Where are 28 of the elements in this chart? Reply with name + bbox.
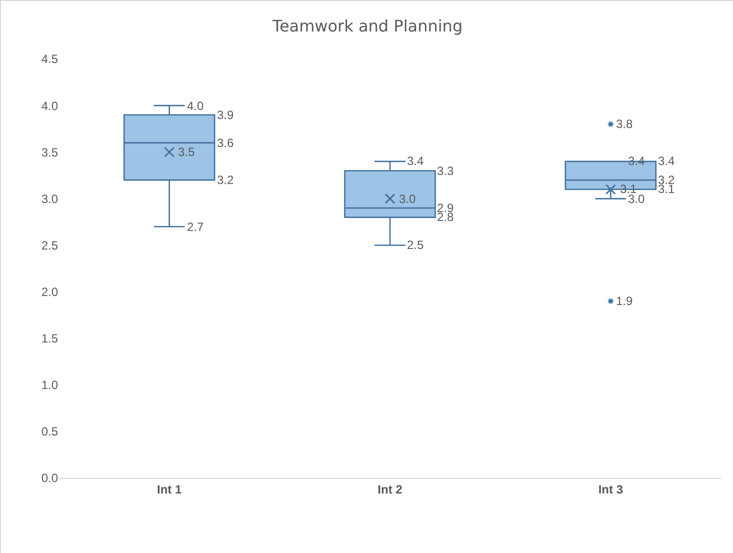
y-tick-label: 2.0 — [41, 284, 58, 299]
annotation: 2.5 — [407, 238, 424, 252]
annotation: 3.8 — [616, 117, 634, 131]
annotation: 3.6 — [217, 136, 234, 150]
y-tick-label: 4.0 — [41, 98, 58, 113]
y-tick-label: 4.5 — [41, 52, 58, 66]
annotation: 3.5 — [178, 145, 196, 159]
annotation: 1.9 — [616, 294, 634, 308]
y-tick-label: 0.0 — [41, 471, 58, 486]
y-tick-label: 1.5 — [41, 332, 58, 346]
x-tick-label: Int 3 — [598, 482, 624, 496]
y-tick-label: 0.5 — [41, 424, 58, 439]
annotation: 3.9 — [217, 108, 234, 122]
y-tick-label: 1.0 — [41, 378, 58, 392]
annotation: 3.4 — [407, 154, 424, 168]
annotation: 3.2 — [217, 173, 234, 187]
x-tick-label: Int 1 — [156, 482, 182, 496]
annotation: 4.0 — [187, 99, 204, 113]
annotation: 3.0 — [399, 192, 416, 206]
annotation: 3.4 — [658, 154, 676, 168]
y-tick-label: 2.5 — [41, 238, 58, 252]
annotation: 2.7 — [187, 220, 204, 234]
chart-title: Teamwork and Planning — [271, 16, 463, 36]
y-tick-label: 3.0 — [41, 192, 58, 206]
x-tick-label: Int 2 — [378, 482, 403, 496]
annotation: 3.3 — [437, 164, 454, 178]
y-tick-label: 3.5 — [41, 145, 58, 160]
annotation: 3.4 — [628, 154, 646, 168]
